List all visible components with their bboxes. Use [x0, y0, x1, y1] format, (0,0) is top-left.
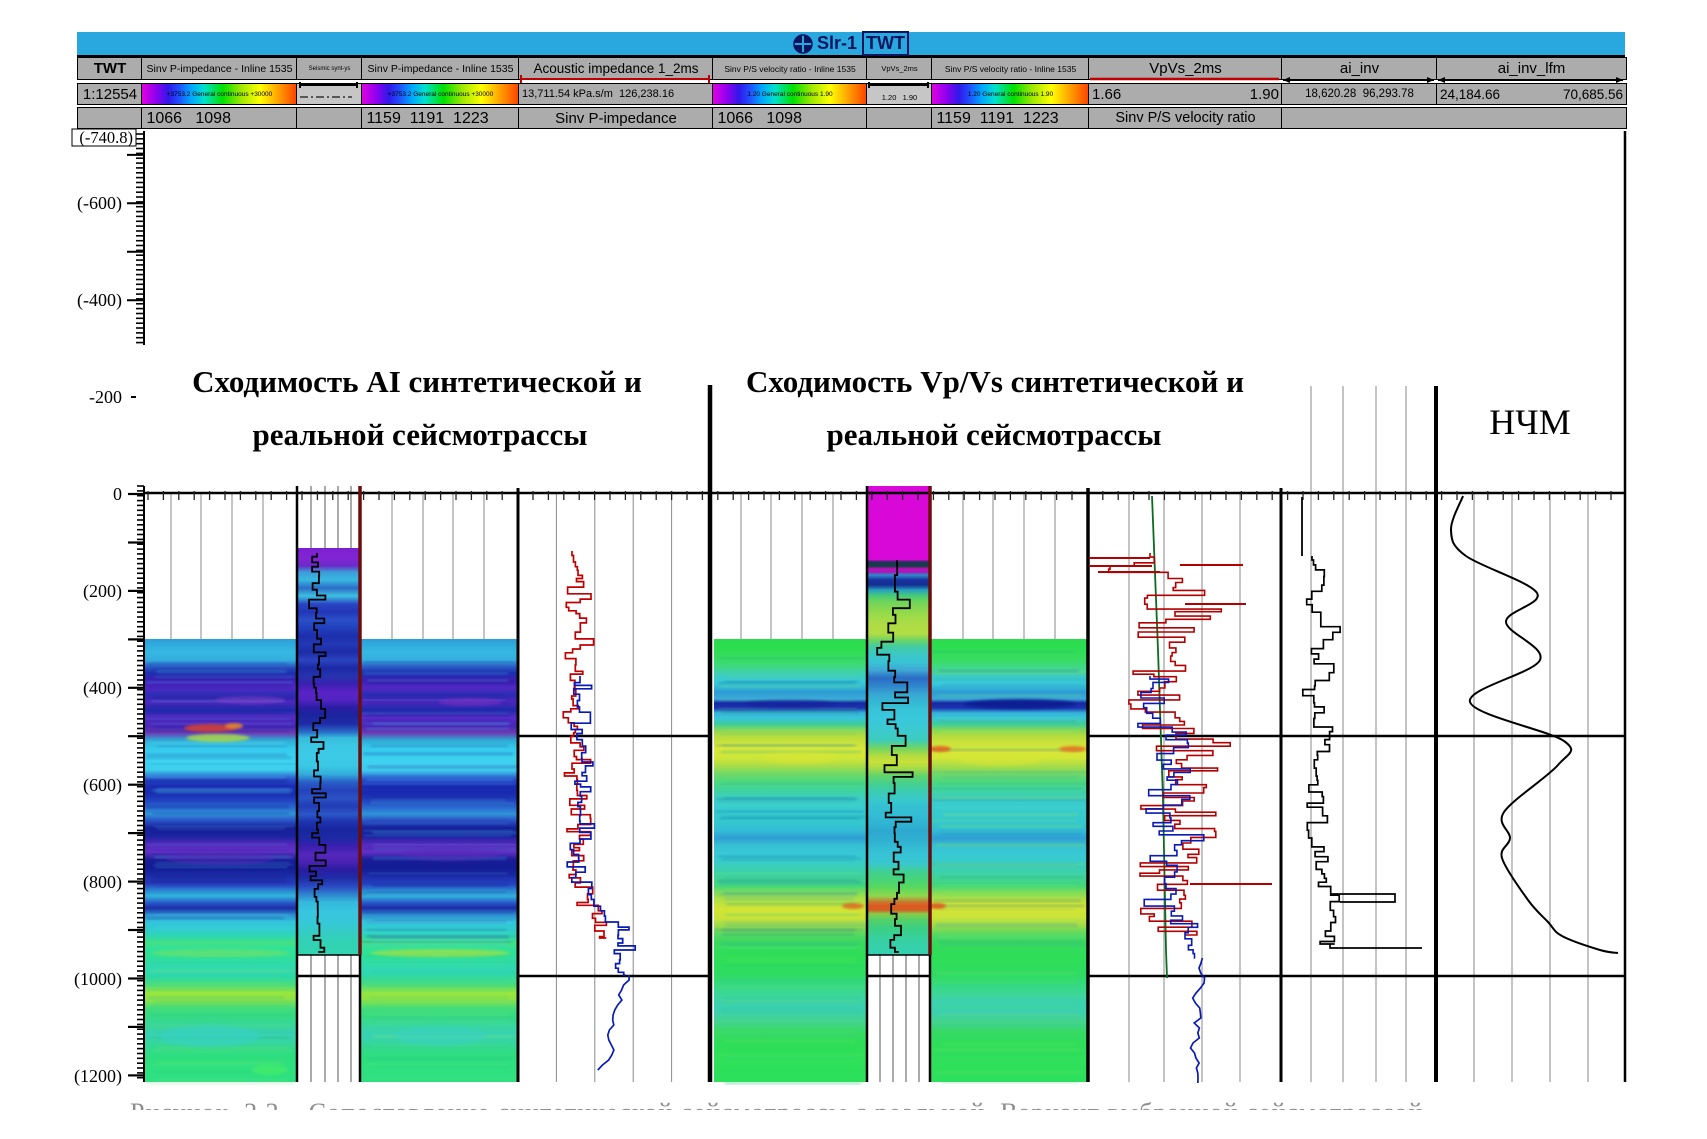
svg-text:(400): (400): [83, 678, 122, 699]
svg-text:(-600): (-600): [77, 193, 122, 214]
svg-text:(1000): (1000): [74, 969, 122, 990]
svg-text:Сходимость AI синтетической и: Сходимость AI синтетической и: [192, 364, 642, 399]
svg-text:0: 0: [113, 484, 122, 504]
svg-text:(-400): (-400): [77, 290, 122, 311]
svg-text:(200): (200): [83, 581, 122, 602]
svg-text:(600): (600): [83, 775, 122, 796]
svg-text:реальной сейсмотрассы: реальной сейсмотрассы: [827, 417, 1162, 452]
svg-text:-200: -200: [89, 387, 122, 407]
svg-text:Сходимость Vp/Vs синтетической: Сходимость Vp/Vs синтетической и: [746, 364, 1244, 399]
svg-text:реальной сейсмотрассы: реальной сейсмотрассы: [253, 417, 588, 452]
svg-text:(800): (800): [83, 872, 122, 893]
svg-text:(1200): (1200): [74, 1066, 122, 1087]
svg-text:НЧМ: НЧМ: [1489, 402, 1570, 442]
svg-text:(-740.8): (-740.8): [79, 128, 133, 147]
